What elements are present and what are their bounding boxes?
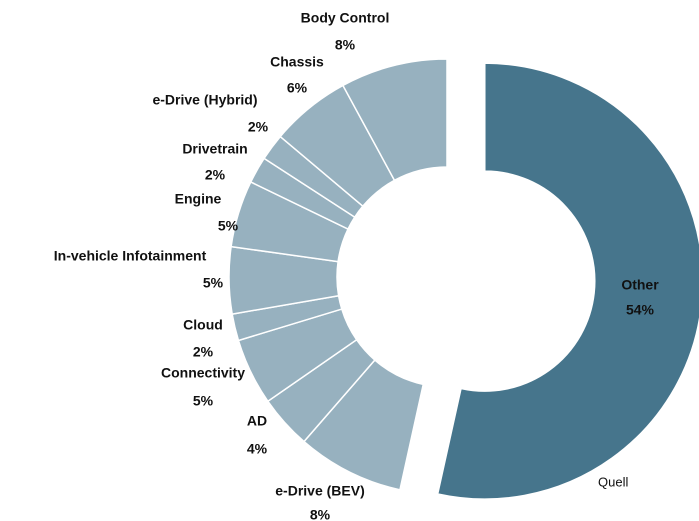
slice-value-label: 8% — [310, 507, 331, 521]
slice-label: e-Drive (BEV) — [275, 483, 364, 499]
slice — [341, 58, 448, 182]
slice-label: Cloud — [183, 317, 223, 333]
source: Quell — [598, 474, 628, 489]
slice-value-label: 5% — [218, 218, 239, 234]
slice — [436, 62, 699, 500]
slice-value-label: 6% — [287, 80, 308, 96]
slice-label: AD — [247, 413, 267, 429]
slice-label: Drivetrain — [182, 141, 247, 157]
slice-label: Engine — [175, 191, 222, 207]
slice-value-label: 54% — [626, 302, 655, 318]
slice-label: Body Control — [301, 10, 390, 26]
slice-value-label: 2% — [193, 344, 214, 360]
slice-label: Other — [621, 277, 659, 293]
slice-value-label: 5% — [203, 275, 224, 291]
slice-value-label: 5% — [193, 393, 214, 409]
slice-value-label: 2% — [205, 167, 226, 183]
slice-value-label: 8% — [335, 37, 356, 53]
slice-value-label: 2% — [248, 119, 269, 135]
slice-value-label: 4% — [247, 441, 268, 457]
slice-label: In-vehicle Infotainment — [54, 248, 207, 264]
slice-label: Chassis — [270, 54, 324, 70]
slice-label: Connectivity — [161, 365, 245, 381]
slice-label: e-Drive (Hybrid) — [152, 92, 257, 108]
